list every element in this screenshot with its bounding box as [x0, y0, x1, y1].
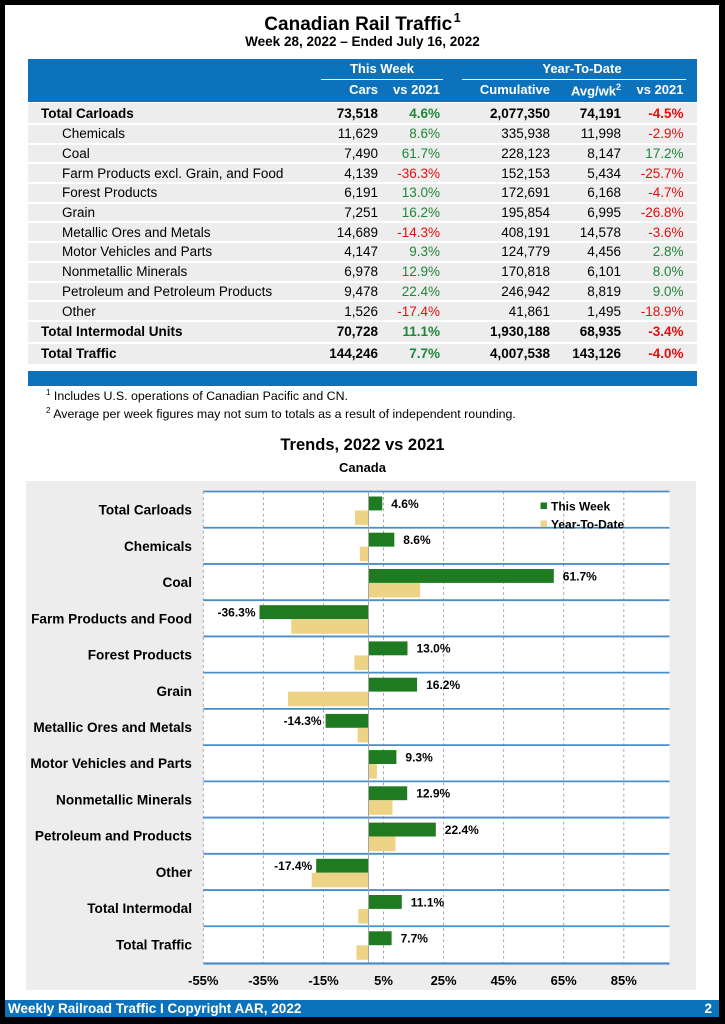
svg-text:65%: 65% [551, 973, 577, 988]
svg-text:-55%: -55% [188, 973, 219, 988]
svg-text:-36.3%: -36.3% [217, 606, 255, 620]
svg-text:-14.3%: -14.3% [284, 714, 322, 728]
svg-text:85%: 85% [611, 973, 637, 988]
svg-text:Coal: Coal [163, 575, 192, 590]
svg-text:Other: Other [156, 865, 193, 880]
svg-text:Total Traffic: Total Traffic [116, 937, 192, 952]
svg-text:Grain: Grain [156, 684, 192, 699]
svg-text:This Week: This Week [551, 500, 610, 514]
svg-text:Chemicals: Chemicals [124, 539, 192, 554]
svg-text:-17.4%: -17.4% [274, 859, 312, 873]
svg-text:11.1%: 11.1% [411, 895, 445, 909]
svg-text:61.7%: 61.7% [563, 569, 597, 583]
svg-text:Petroleum and Products: Petroleum and Products [35, 829, 192, 844]
svg-text:Total Intermodal: Total Intermodal [87, 901, 192, 916]
svg-text:Farm Products and Food: Farm Products and Food [31, 611, 192, 626]
svg-text:25%: 25% [431, 973, 457, 988]
svg-text:Metallic Ores and Metals: Metallic Ores and Metals [33, 720, 192, 735]
svg-text:Nonmetallic Minerals: Nonmetallic Minerals [56, 793, 192, 808]
svg-text:9.3%: 9.3% [405, 750, 433, 764]
svg-text:Year-To-Date: Year-To-Date [551, 518, 624, 532]
svg-text:Forest Products: Forest Products [88, 648, 192, 663]
svg-text:5%: 5% [374, 973, 393, 988]
svg-text:16.2%: 16.2% [426, 678, 460, 692]
svg-text:13.0%: 13.0% [417, 642, 451, 656]
svg-text:8.6%: 8.6% [403, 533, 431, 547]
svg-text:45%: 45% [491, 973, 517, 988]
svg-text:22.4%: 22.4% [445, 823, 479, 837]
svg-text:4.6%: 4.6% [391, 497, 419, 511]
svg-text:-35%: -35% [248, 973, 279, 988]
svg-text:12.9%: 12.9% [416, 787, 450, 801]
svg-text:Motor Vehicles and Parts: Motor Vehicles and Parts [30, 756, 192, 771]
svg-text:Total Carloads: Total Carloads [99, 503, 192, 518]
svg-text:-15%: -15% [308, 973, 339, 988]
svg-text:7.7%: 7.7% [401, 932, 429, 946]
